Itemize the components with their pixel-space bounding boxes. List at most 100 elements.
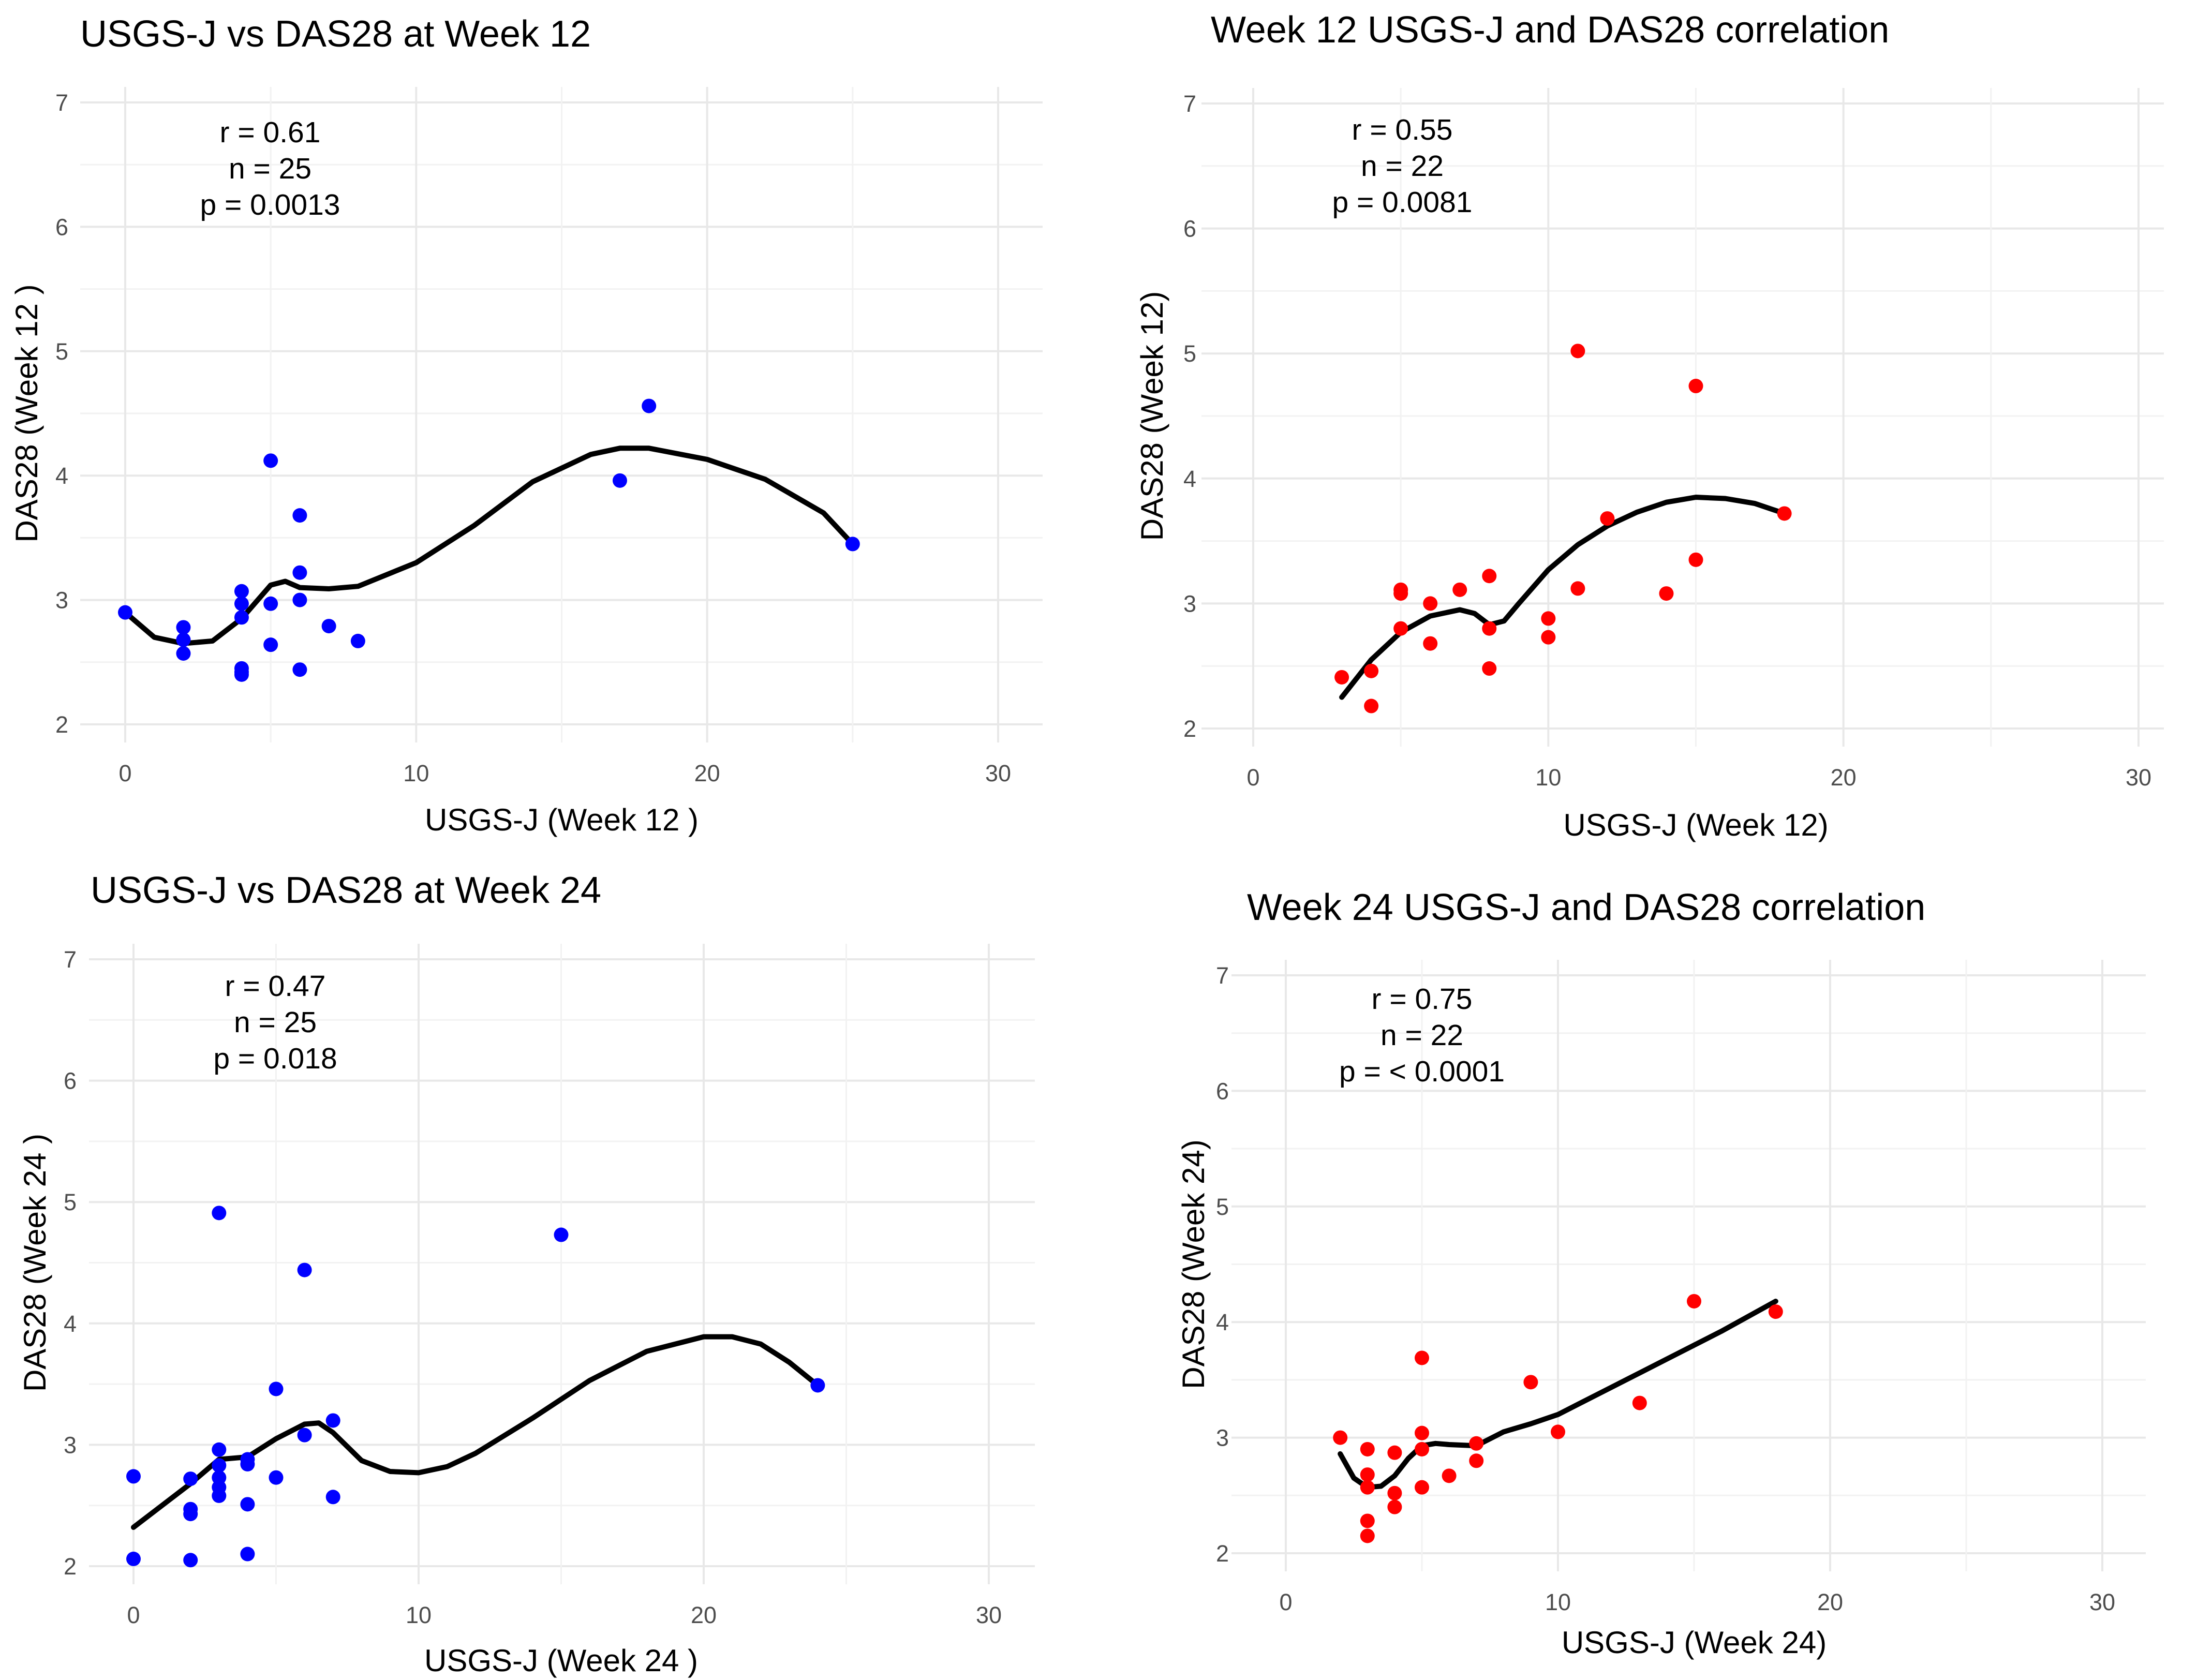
data-point — [292, 662, 307, 677]
data-point — [176, 620, 191, 635]
data-point — [234, 584, 249, 599]
x-tick-label: 0 — [1246, 764, 1259, 791]
data-point — [292, 592, 307, 607]
data-points — [126, 1206, 825, 1568]
data-point — [1600, 511, 1615, 526]
data-point — [1482, 569, 1497, 584]
smooth-line — [131, 1334, 821, 1530]
data-point — [1570, 581, 1585, 596]
y-tick-label: 4 — [1183, 466, 1196, 492]
y-tick-label: 6 — [1183, 216, 1196, 242]
data-point — [240, 1456, 255, 1471]
data-point — [321, 619, 336, 634]
data-point — [810, 1378, 825, 1393]
data-point — [212, 1206, 227, 1221]
data-point — [240, 1547, 255, 1562]
x-tick-label: 30 — [2089, 1589, 2115, 1615]
data-point — [263, 596, 278, 611]
data-point — [1452, 582, 1467, 597]
x-tick-label: 30 — [976, 1602, 1002, 1628]
data-point — [325, 1413, 340, 1428]
x-axis-title: USGS-J (Week 12 ) — [425, 802, 699, 837]
data-point — [240, 1497, 255, 1512]
y-tick-label: 5 — [55, 338, 68, 365]
data-point — [1360, 1441, 1375, 1456]
y-tick-label: 3 — [64, 1432, 77, 1458]
data-point — [1393, 586, 1408, 601]
data-point — [297, 1428, 312, 1443]
x-tick-label: 0 — [1279, 1589, 1292, 1615]
data-point — [1387, 1499, 1402, 1514]
chart-panel-p1: 2 3 4 5 6 7 0 10 20 30 r = 0.61n = 25p = 0.0013 USG… — [9, 13, 1043, 837]
y-tick-label: 2 — [1183, 716, 1196, 742]
data-point — [297, 1262, 312, 1277]
data-point — [1659, 586, 1674, 601]
data-point — [234, 667, 249, 682]
data-points — [118, 398, 860, 682]
y-axis-title: DAS28 (Week 24) — [1176, 1139, 1211, 1389]
stat-label: r = 0.75 — [1372, 983, 1473, 1016]
data-point — [263, 637, 278, 652]
data-point — [1364, 698, 1379, 713]
y-tick-label: 7 — [55, 90, 68, 116]
y-axis-title: DAS28 (Week 12) — [1135, 291, 1169, 541]
data-point — [1364, 663, 1379, 678]
data-point — [212, 1458, 227, 1473]
chart-title: USGS-J vs DAS28 at Week 12 — [80, 13, 591, 55]
y-tick-label: 4 — [1216, 1309, 1229, 1335]
y-tick-label: 7 — [1183, 91, 1196, 117]
x-tick-label: 10 — [1535, 764, 1561, 791]
data-point — [1541, 630, 1556, 645]
x-tick-label: 30 — [2126, 764, 2151, 791]
data-point — [1777, 506, 1792, 521]
data-point — [234, 596, 249, 611]
y-tick-label: 2 — [55, 711, 68, 738]
chart-panel-p2: 2 3 4 5 6 7 0 10 20 30 r = 0.55 n = 22p = 0.0081 Wee… — [1135, 9, 2164, 842]
data-point — [1415, 1350, 1429, 1365]
data-point — [1632, 1395, 1647, 1410]
data-point — [176, 632, 191, 647]
data-point — [1415, 1425, 1429, 1440]
x-axis-title: USGS-J (Week 12) — [1563, 808, 1828, 842]
data-point — [1570, 344, 1585, 359]
data-point — [234, 610, 249, 625]
data-point — [263, 453, 278, 468]
data-point — [325, 1490, 340, 1505]
data-point — [642, 398, 657, 413]
y-tick-label: 5 — [1183, 340, 1196, 367]
data-point — [1469, 1453, 1484, 1468]
data-point — [292, 508, 307, 523]
data-point — [845, 537, 860, 552]
data-point — [212, 1488, 227, 1503]
smooth-line — [1339, 495, 1787, 700]
data-point — [1482, 621, 1497, 636]
stat-label: p = 0.0013 — [200, 188, 340, 221]
data-point — [1333, 1430, 1348, 1445]
y-axis-title: DAS28 (Week 24 ) — [18, 1134, 52, 1392]
data-point — [292, 565, 307, 580]
data-point — [1541, 611, 1556, 626]
stat-label: n = 22 — [1361, 150, 1444, 183]
data-point — [554, 1227, 569, 1242]
data-point — [1415, 1480, 1429, 1495]
x-tick-label: 10 — [1545, 1589, 1571, 1615]
x-tick-label: 0 — [118, 760, 131, 786]
y-tick-label: 5 — [64, 1189, 77, 1215]
data-point — [1482, 661, 1497, 676]
gridlines — [80, 87, 1043, 742]
y-tick-label: 5 — [1216, 1194, 1229, 1220]
gridlines — [1201, 88, 2164, 747]
y-tick-label: 6 — [55, 214, 68, 240]
stat-label: r = 0.61 — [220, 116, 321, 149]
data-point — [1768, 1304, 1783, 1319]
data-point — [1687, 1294, 1701, 1309]
data-point — [1523, 1375, 1538, 1390]
data-point — [269, 1381, 284, 1396]
smooth-line — [123, 445, 855, 646]
x-axis-title: USGS-J (Week 24) — [1562, 1625, 1827, 1660]
x-tick-label: 20 — [694, 760, 720, 786]
gridlines — [89, 944, 1035, 1584]
x-axis-title: USGS-J (Week 24 ) — [424, 1643, 698, 1678]
y-tick-label: 3 — [1216, 1425, 1229, 1451]
